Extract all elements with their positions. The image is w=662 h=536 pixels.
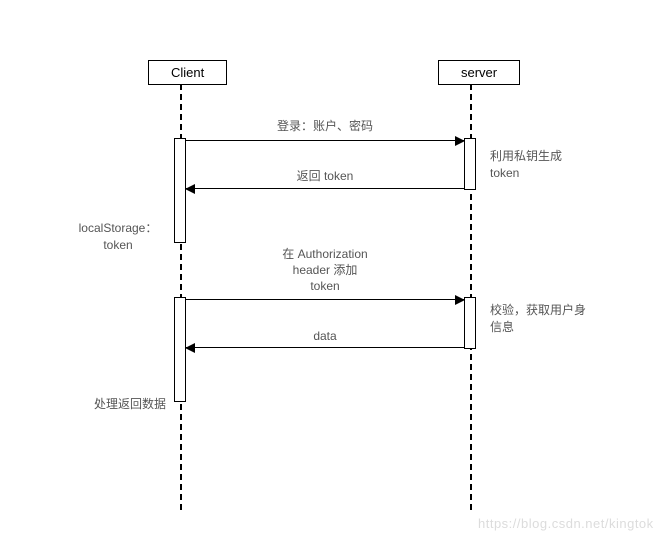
participant-server: server bbox=[438, 60, 520, 85]
message-auth-header-label: 在 Authorization header 添加 token bbox=[186, 246, 464, 295]
message-data bbox=[186, 347, 464, 348]
arrow-left-icon bbox=[185, 343, 195, 353]
activation-server-1 bbox=[464, 138, 476, 190]
activation-server-2 bbox=[464, 297, 476, 349]
message-login bbox=[186, 140, 464, 141]
participant-server-label: server bbox=[461, 65, 497, 80]
note-client-localstorage: localStorage： token bbox=[68, 220, 168, 254]
note-server-verify: 校验，获取用户身 信息 bbox=[490, 302, 640, 336]
message-login-label: 登录：账户、密码 bbox=[186, 118, 464, 134]
message-data-label: data bbox=[186, 328, 464, 344]
participant-client-label: Client bbox=[171, 65, 204, 80]
arrow-right-icon bbox=[455, 136, 465, 146]
message-return-token-label: 返回 token bbox=[186, 168, 464, 184]
watermark: https://blog.csdn.net/kingtok bbox=[478, 516, 654, 531]
message-auth-header bbox=[186, 299, 464, 300]
message-return-token bbox=[186, 188, 464, 189]
participant-client: Client bbox=[148, 60, 227, 85]
arrow-left-icon bbox=[185, 184, 195, 194]
note-server-gen-token: 利用私钥生成 token bbox=[490, 148, 610, 182]
note-client-handle-data: 处理返回数据 bbox=[80, 396, 180, 413]
arrow-right-icon bbox=[455, 295, 465, 305]
